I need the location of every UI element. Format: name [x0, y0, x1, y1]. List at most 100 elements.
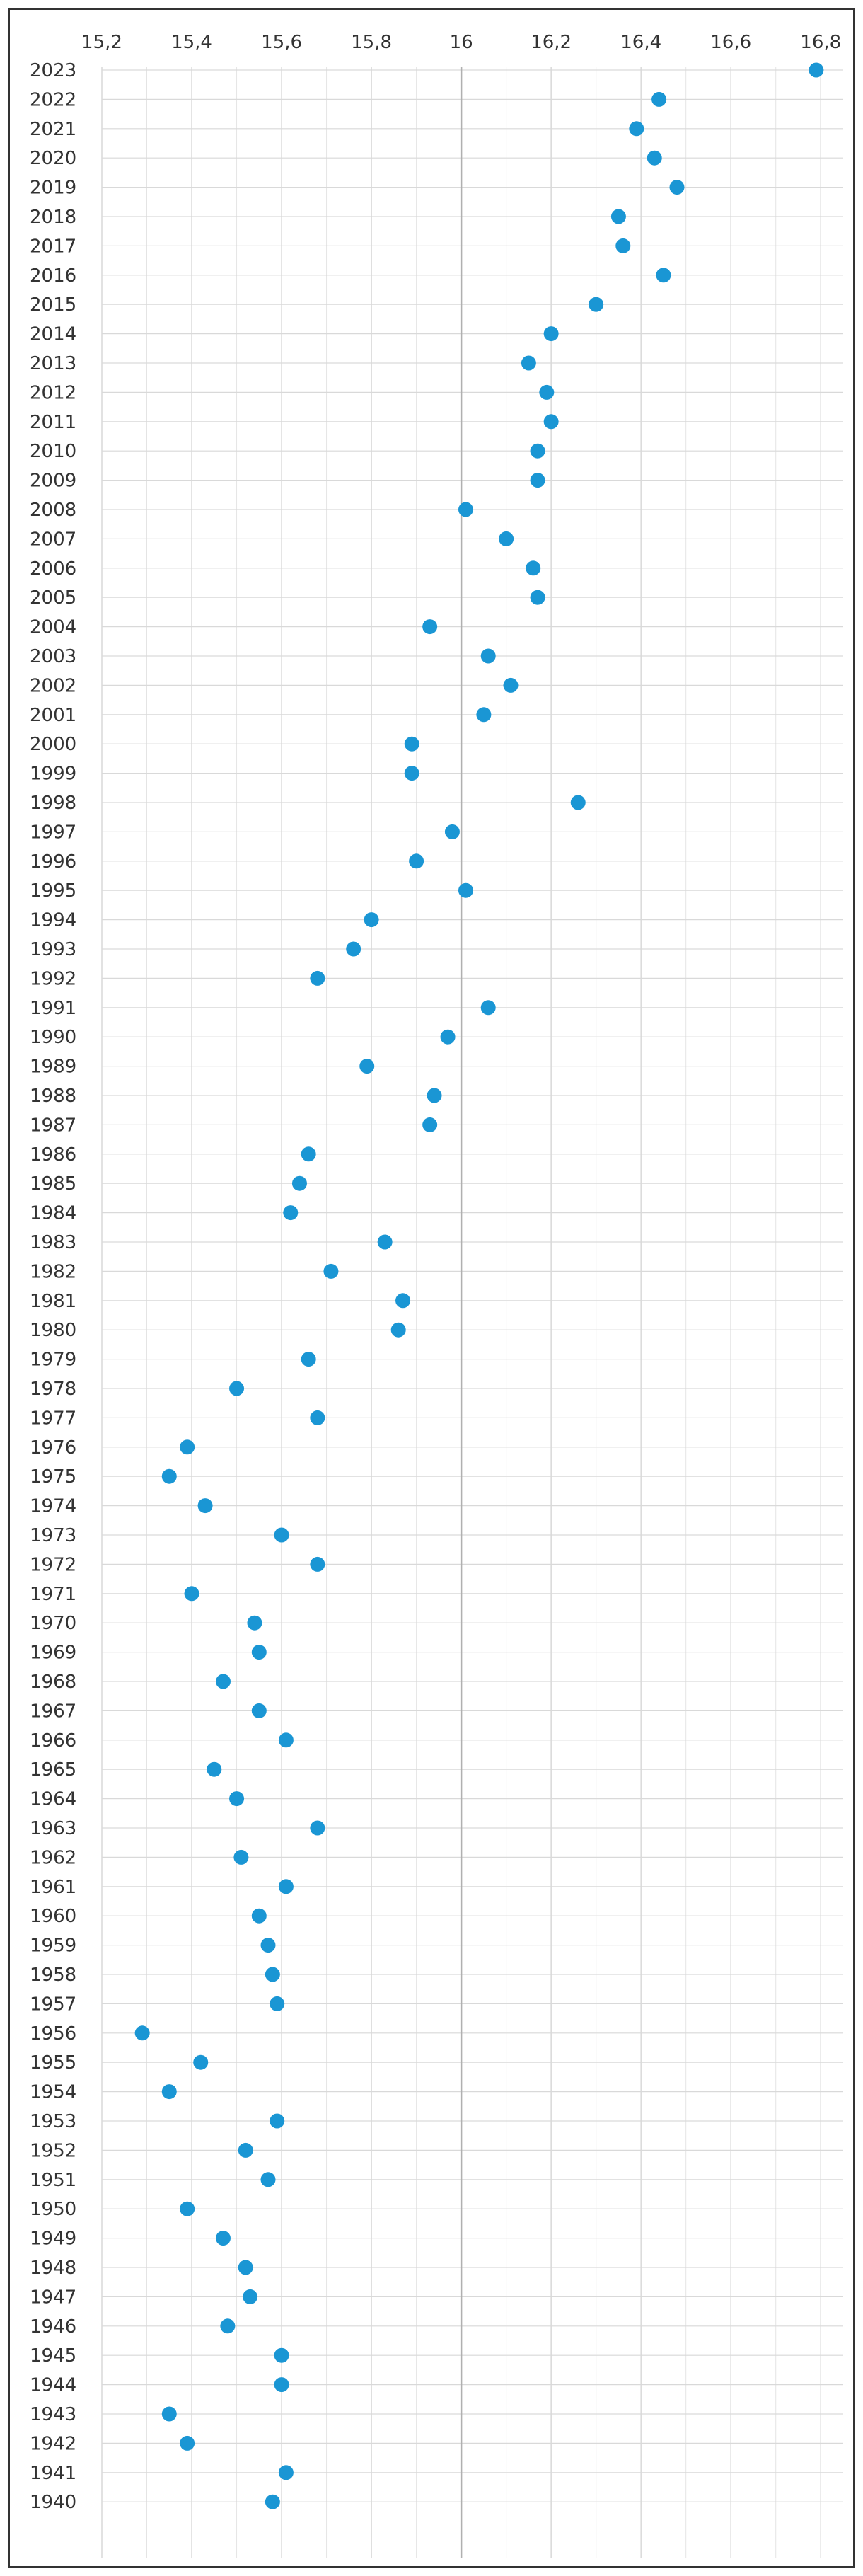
data-point	[229, 1791, 245, 1807]
data-point	[395, 1293, 411, 1309]
y-tick-label: 1984	[30, 1203, 76, 1224]
data-point	[323, 1263, 339, 1279]
y-tick-label: 1959	[30, 1936, 76, 1957]
data-point	[260, 2172, 276, 2187]
y-tick-label: 1961	[30, 1877, 76, 1898]
data-point	[265, 1967, 280, 1982]
data-point	[809, 62, 824, 78]
y-tick-label: 1950	[30, 2199, 76, 2220]
y-tick-label: 2023	[30, 60, 76, 81]
vertical-gridlines	[101, 67, 821, 2558]
y-tick-label: 1985	[30, 1173, 76, 1195]
y-tick-label: 2003	[30, 646, 76, 667]
data-point	[247, 1615, 262, 1631]
y-tick-label: 1998	[30, 793, 76, 814]
data-point	[180, 2201, 195, 2216]
y-tick-label: 1981	[30, 1291, 76, 1312]
data-point	[161, 2084, 177, 2100]
data-point	[458, 882, 473, 898]
y-tick-label: 1996	[30, 851, 76, 873]
data-point	[656, 268, 671, 283]
y-tick-label: 1966	[30, 1730, 76, 1752]
y-tick-label: 1964	[30, 1789, 76, 1810]
x-tick-label: 16,6	[710, 32, 751, 53]
data-point	[161, 1468, 177, 1484]
data-point	[458, 502, 473, 517]
y-tick-label: 1991	[30, 998, 76, 1019]
data-point	[278, 1732, 294, 1748]
data-point	[220, 2318, 236, 2334]
data-point	[283, 1205, 299, 1221]
y-tick-label: 1948	[30, 2258, 76, 2279]
y-tick-label: 1947	[30, 2287, 76, 2308]
y-tick-label: 1989	[30, 1057, 76, 1078]
y-tick-label: 1969	[30, 1643, 76, 1664]
data-point	[310, 1820, 325, 1836]
data-point	[543, 414, 559, 430]
y-tick-label: 2016	[30, 265, 76, 287]
y-tick-label: 1980	[30, 1320, 76, 1341]
y-tick-label: 1993	[30, 939, 76, 960]
data-point	[503, 677, 519, 693]
y-tick-label: 1962	[30, 1847, 76, 1868]
y-tick-label: 1958	[30, 1965, 76, 1986]
y-tick-label: 1986	[30, 1144, 76, 1166]
x-tick-label: 16,2	[531, 32, 572, 53]
y-tick-label: 1982	[30, 1261, 76, 1282]
y-tick-label: 1997	[30, 822, 76, 843]
y-tick-label: 2020	[30, 148, 76, 169]
data-point	[440, 1029, 456, 1045]
y-tick-label: 1967	[30, 1701, 76, 1722]
data-point	[499, 531, 514, 546]
y-tick-label: 2017	[30, 236, 76, 257]
horizontal-gridlines	[102, 69, 843, 2502]
data-point	[480, 648, 496, 664]
data-point	[530, 443, 545, 459]
y-tick-label: 1983	[30, 1232, 76, 1253]
x-tick-label: 15,8	[351, 32, 392, 53]
y-tick-label: 1999	[30, 764, 76, 785]
data-point	[274, 1527, 289, 1543]
y-tick-label: 1952	[30, 2140, 76, 2161]
x-tick-label: 16,8	[800, 32, 841, 53]
x-tick-label: 16	[450, 32, 473, 53]
data-point	[543, 326, 559, 342]
data-point	[278, 2465, 294, 2480]
y-tick-label: 1956	[30, 2023, 76, 2045]
data-point	[215, 1674, 231, 1689]
data-point	[610, 209, 626, 224]
data-point	[260, 1938, 276, 1953]
y-tick-label: 1988	[30, 1086, 76, 1107]
data-point	[270, 2113, 285, 2129]
y-tick-label: 2015	[30, 294, 76, 316]
data-point	[251, 1703, 267, 1718]
data-point	[180, 2435, 195, 2451]
data-point	[301, 1146, 316, 1162]
data-point	[243, 2289, 258, 2304]
x-tick-label: 15,2	[81, 32, 122, 53]
y-tick-label: 1971	[30, 1584, 76, 1605]
data-point	[647, 150, 662, 166]
y-tick-label: 1965	[30, 1759, 76, 1781]
data-point	[669, 180, 685, 195]
data-point	[251, 1908, 267, 1924]
y-tick-label: 1960	[30, 1906, 76, 1927]
y-tick-label: 1995	[30, 880, 76, 902]
y-tick-label: 1973	[30, 1525, 76, 1546]
y-tick-label: 1953	[30, 2111, 76, 2132]
data-point	[390, 1322, 406, 1338]
y-tick-label: 2014	[30, 324, 76, 345]
y-tick-label: 2004	[30, 617, 76, 638]
data-point	[404, 736, 419, 752]
data-point	[476, 707, 492, 723]
y-tick-label: 2009	[30, 471, 76, 492]
data-point	[629, 121, 644, 137]
data-point	[270, 1996, 285, 2011]
data-point	[422, 619, 438, 635]
data-point	[310, 1410, 325, 1425]
y-tick-label: 2007	[30, 529, 76, 550]
data-point	[651, 91, 667, 107]
y-tick-label: 2011	[30, 412, 76, 433]
y-tick-label: 1975	[30, 1466, 76, 1488]
y-tick-label: 1957	[30, 1994, 76, 2015]
